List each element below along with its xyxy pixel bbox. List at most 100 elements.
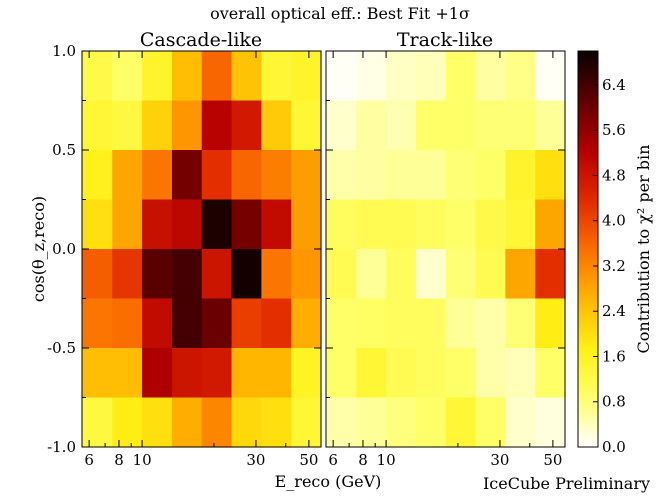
heatmap-cell — [535, 397, 566, 448]
x-tick-label: 30 — [246, 451, 265, 469]
y-tick-label: 0.0 — [52, 240, 76, 258]
heatmap-cell — [326, 397, 357, 448]
heatmap-cell — [261, 51, 292, 102]
heatmap-cell — [261, 199, 292, 250]
x-tick-label: 8 — [114, 451, 124, 469]
heatmap-cell — [231, 348, 262, 399]
heatmap-cell — [201, 249, 233, 300]
heatmap-cell — [386, 150, 417, 201]
heatmap-cell — [171, 51, 203, 102]
heatmap-cell — [535, 199, 566, 250]
x-axis-label: E_reco (GeV) — [275, 472, 382, 491]
heatmap-cell — [231, 298, 262, 349]
heatmap-cell — [326, 199, 357, 250]
heatmap-cell — [475, 150, 506, 201]
heatmap-cell — [261, 397, 292, 448]
heatmap-cell — [171, 150, 203, 201]
track-like-cells — [326, 51, 566, 448]
heatmap-cell — [505, 150, 536, 201]
colorbar-tick-label: 4.0 — [602, 212, 626, 230]
colorbar-gradient — [577, 50, 599, 448]
heatmap-cell — [445, 249, 477, 300]
heatmap-cell — [535, 298, 566, 349]
heatmap-cell — [231, 249, 262, 300]
heatmap-cell — [505, 199, 536, 250]
heatmap-cell — [171, 199, 203, 250]
heatmap-cell — [356, 199, 387, 250]
heatmap-cell — [326, 150, 357, 201]
heatmap-cell — [326, 348, 357, 399]
heatmap-cell — [201, 298, 233, 349]
heatmap-cell — [142, 348, 173, 399]
x-tick-label: 50 — [299, 451, 318, 469]
heatmap-cell — [535, 249, 566, 300]
heatmap-cell — [386, 397, 417, 448]
heatmap-cell — [415, 51, 447, 102]
heatmap-cell — [82, 298, 113, 349]
heatmap-cell — [82, 100, 113, 151]
y-tick-label: -0.5 — [47, 339, 76, 357]
heatmap-cell — [82, 348, 113, 399]
heatmap-cell — [475, 397, 506, 448]
y-axis: 1.0 0.5 0.0 -0.5 -1.0 — [47, 42, 565, 456]
heatmap-cell — [231, 100, 262, 151]
heatmap-cell — [112, 51, 143, 102]
colorbar-ticks: 0.0 0.8 1.6 2.4 3.2 4.0 4.8 5.6 6.4 — [593, 76, 626, 456]
heatmap-cell — [291, 298, 322, 349]
heatmap-cell — [475, 348, 506, 399]
heatmap-cell — [356, 249, 387, 300]
heatmap-cell — [112, 348, 143, 399]
heatmap-cell — [112, 100, 143, 151]
heatmap-cell — [445, 298, 477, 349]
heatmap-cell — [291, 51, 322, 102]
heatmap-cell — [82, 150, 113, 201]
heatmap-cell — [356, 298, 387, 349]
heatmap-cell — [475, 199, 506, 250]
x-tick-label: 6 — [328, 451, 338, 469]
heatmap-cell — [171, 298, 203, 349]
colorbar-tick-label: 5.6 — [602, 121, 626, 139]
heatmap-cell — [445, 150, 477, 201]
heatmap-cell — [291, 348, 322, 399]
heatmap-cell — [505, 397, 536, 448]
heatmap-cell — [535, 51, 566, 102]
heatmap-cell — [112, 298, 143, 349]
heatmap-cell — [415, 150, 447, 201]
heatmap-cell — [535, 150, 566, 201]
heatmap-cell — [82, 249, 113, 300]
heatmap-cell — [142, 199, 173, 250]
heatmap-cell — [386, 100, 417, 151]
heatmap-cell — [386, 348, 417, 399]
heatmap-cell — [415, 249, 447, 300]
heatmap-cell — [291, 100, 322, 151]
heatmap-cell — [415, 348, 447, 399]
colorbar-label: Contribution to χ² per bin — [634, 145, 653, 354]
heatmap-cell — [291, 199, 322, 250]
heatmap-cell — [326, 298, 357, 349]
heatmap-cell — [261, 298, 292, 349]
heatmap-cell — [261, 348, 292, 399]
colorbar-tick-label: 3.2 — [602, 257, 626, 275]
heatmap-cell — [505, 100, 536, 151]
heatmap-cell — [356, 150, 387, 201]
heatmap-cell — [475, 100, 506, 151]
heatmap-cell — [201, 397, 233, 448]
heatmap-cell — [201, 199, 233, 250]
heatmap-cell — [261, 100, 292, 151]
heatmap-cell — [386, 298, 417, 349]
heatmap-cell — [505, 348, 536, 399]
x-tick-label: 10 — [133, 451, 152, 469]
heatmap-cell — [415, 298, 447, 349]
x-tick-label: 10 — [377, 451, 396, 469]
x-tick-label: 8 — [358, 451, 368, 469]
heatmap-cell — [142, 397, 173, 448]
colorbar: 0.0 0.8 1.6 2.4 3.2 4.0 4.8 5.6 6.4 Contribution… — [577, 50, 653, 456]
track-like-title: Track-like — [397, 29, 493, 51]
heatmap-cell — [142, 51, 173, 102]
heatmap-cell — [291, 150, 322, 201]
heatmap-cell — [386, 199, 417, 250]
icecube-preliminary-watermark: IceCube Preliminary — [483, 474, 650, 493]
heatmap-cell — [386, 51, 417, 102]
heatmap-cell — [261, 150, 292, 201]
colorbar-tick-label: 4.8 — [602, 166, 626, 184]
